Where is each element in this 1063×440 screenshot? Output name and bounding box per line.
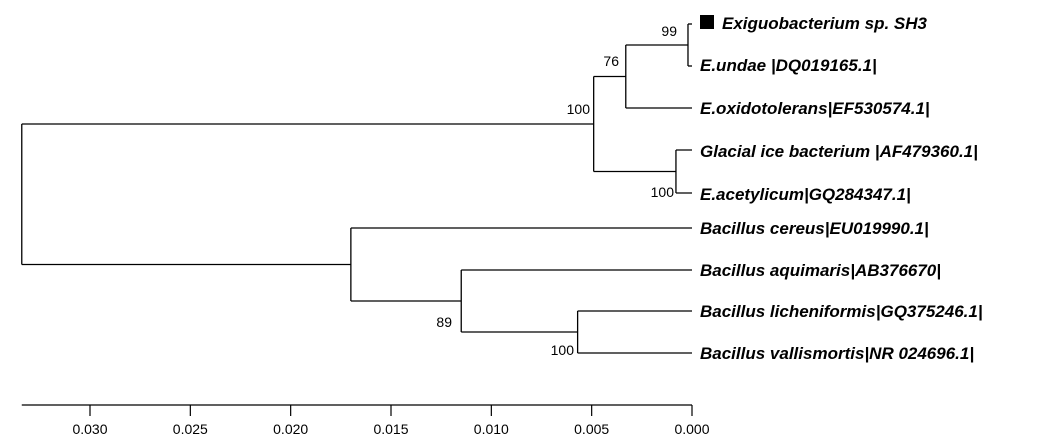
bootstrap-value: 100 — [651, 184, 675, 200]
taxon-label: E.oxidotolerans|EF530574.1| — [700, 99, 930, 118]
highlight-square-icon — [700, 15, 714, 29]
bootstrap-value: 89 — [436, 314, 452, 330]
axis-ticks: 0.030 0.025 0.020 0.015 0.010 0.005 0.000 — [72, 405, 710, 437]
taxon-label: E.acetylicum|GQ284347.1| — [700, 185, 911, 204]
taxon-label: Bacillus cereus|EU019990.1| — [700, 219, 929, 238]
tree-branches — [21, 23, 692, 354]
taxon-label: E.undae |DQ019165.1| — [700, 56, 877, 75]
axis-tick-label: 0.015 — [373, 421, 408, 437]
axis-tick-label: 0.000 — [674, 421, 709, 437]
bootstrap-value: 100 — [551, 342, 575, 358]
axis-tick-label: 0.005 — [574, 421, 609, 437]
taxon-labels: Exiguobacterium sp. SH3 E.undae |DQ01916… — [700, 14, 983, 363]
axis-tick-label: 0.030 — [72, 421, 107, 437]
taxon-label: Bacillus aquimaris|AB376670| — [700, 261, 941, 280]
taxon-label: Exiguobacterium sp. SH3 — [722, 14, 928, 33]
bootstrap-values: 99 76 100 100 100 89 — [436, 23, 677, 358]
bootstrap-value: 76 — [603, 53, 619, 69]
taxon-label: Bacillus licheniformis|GQ375246.1| — [700, 302, 983, 321]
bootstrap-value: 99 — [661, 23, 677, 39]
axis-tick-label: 0.010 — [474, 421, 509, 437]
axis-tick-label: 0.025 — [173, 421, 208, 437]
taxon-label: Glacial ice bacterium |AF479360.1| — [700, 142, 978, 161]
taxon-label: Bacillus vallismortis|NR 024696.1| — [700, 344, 974, 363]
distance-scale-axis: 0.030 0.025 0.020 0.015 0.010 0.005 0.000 — [21, 404, 710, 437]
axis-tick-label: 0.020 — [273, 421, 308, 437]
bootstrap-value: 100 — [567, 101, 591, 117]
